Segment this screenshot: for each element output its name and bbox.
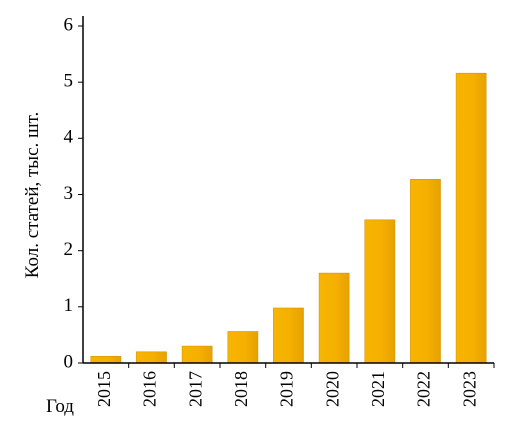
x-tick-label-2015: 2015 xyxy=(94,371,114,407)
x-tick-label-2019: 2019 xyxy=(277,371,297,407)
y-ticks-group: 0 1 2 3 4 5 6 xyxy=(64,14,83,372)
x-tick-label-2020: 2020 xyxy=(322,371,342,407)
x-tick-label-2017: 2017 xyxy=(185,371,205,407)
bar-2021 xyxy=(364,219,396,364)
x-ticks-group: 2015 2016 2017 2018 2019 2020 2021 2022 2023 xyxy=(94,363,495,407)
bar-2015 xyxy=(90,355,122,364)
y-axis-title: Кол. статей, тыс. шт. xyxy=(22,112,43,279)
bar-2016 xyxy=(136,351,167,364)
y-tick-label-1: 1 xyxy=(64,295,74,316)
x-tick-label-2022: 2022 xyxy=(414,371,434,407)
y-tick-label-0: 0 xyxy=(64,351,74,372)
bar-2018 xyxy=(227,331,259,364)
y-tick-label-3: 3 xyxy=(64,183,74,204)
bar-2020 xyxy=(318,272,350,364)
x-tick-label-2018: 2018 xyxy=(231,371,251,407)
y-tick-label-6: 6 xyxy=(64,14,74,35)
x-tick-label-2023: 2023 xyxy=(459,371,479,407)
y-tick-label-2: 2 xyxy=(64,239,74,260)
bars-group xyxy=(90,72,487,364)
x-tick-label-2021: 2021 xyxy=(368,371,388,407)
bar-2019 xyxy=(273,307,304,364)
bar-2023 xyxy=(455,72,487,364)
y-tick-label-4: 4 xyxy=(64,127,74,148)
x-axis-title: Год xyxy=(46,396,74,417)
y-tick-label-5: 5 xyxy=(64,71,74,92)
bar-2017 xyxy=(181,345,213,364)
x-tick-label-2016: 2016 xyxy=(140,371,160,407)
bar-2022 xyxy=(410,179,441,364)
